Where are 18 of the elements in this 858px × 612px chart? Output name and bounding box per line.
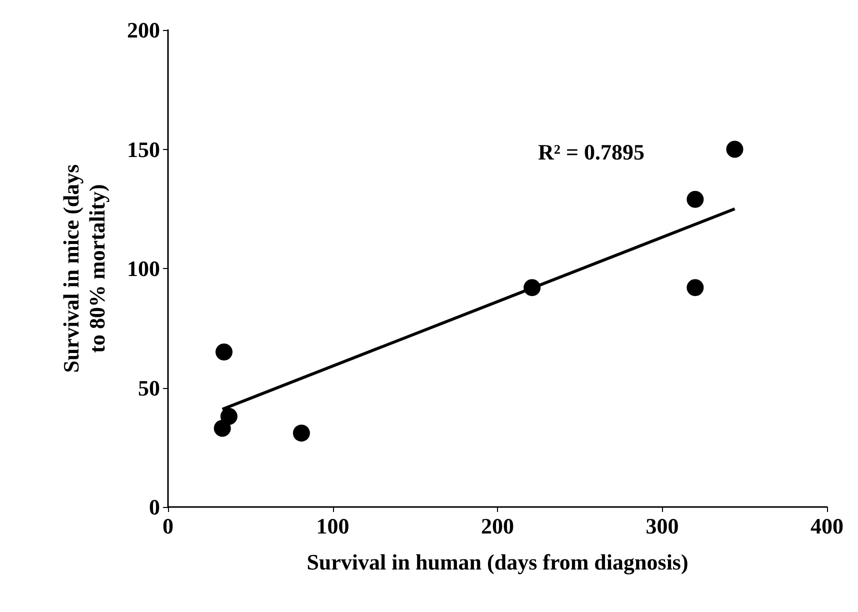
point — [216, 343, 233, 360]
point — [292, 424, 310, 442]
x-tick-label: 200 — [481, 514, 514, 538]
x-tick-label: 300 — [646, 514, 679, 538]
y-tick-label: 150 — [127, 136, 160, 162]
x-axis-title: Survival in human (days from diagnosis) — [306, 550, 688, 574]
y-tick-label: 50 — [138, 375, 160, 400]
y-axis-title: Survival in mice (days to 80% mortality) — [58, 164, 110, 373]
point — [726, 140, 744, 158]
point — [214, 420, 231, 437]
annotation: R² = 0.7895 — [538, 140, 645, 164]
y-tick-label: 100 — [127, 256, 160, 281]
point — [686, 279, 704, 296]
y-tick-label: 200 — [127, 18, 160, 42]
y-tick-label: 0 — [149, 494, 160, 520]
x-tick-label: 100 — [316, 514, 350, 538]
point — [686, 190, 704, 208]
x-tick-label: 400 — [810, 514, 844, 538]
